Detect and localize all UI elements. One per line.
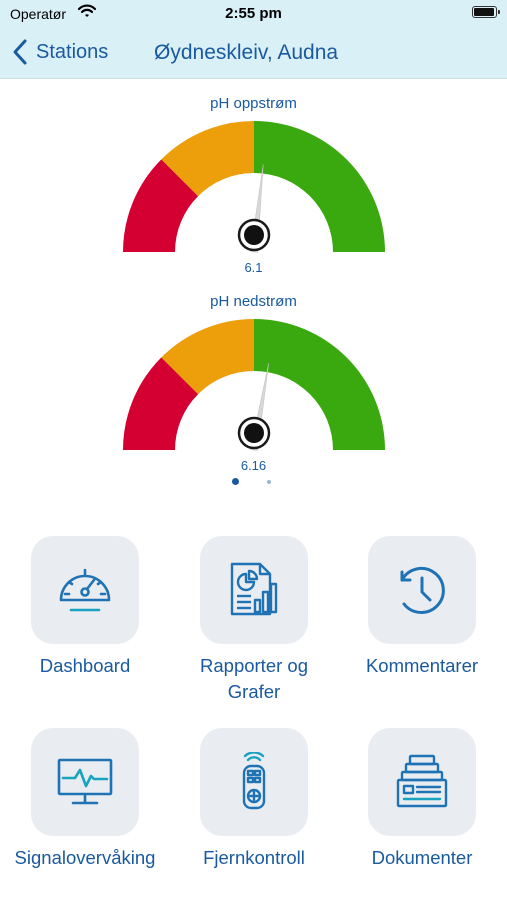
documents-icon [396, 754, 448, 808]
gauge-segment [123, 357, 199, 450]
gauge-value: 6.16 [240, 458, 267, 473]
reports-graphs-button[interactable]: Rapporter og Grafer [169, 536, 339, 705]
documents-button[interactable]: Dokumenter [337, 728, 507, 871]
page-dot[interactable] [267, 480, 271, 484]
carrier-label: Operatør [10, 6, 67, 22]
gauge-dial [123, 319, 385, 451]
gauge-segment [254, 121, 385, 252]
gauge-hub-center [244, 225, 264, 245]
gauge-hub-center [244, 423, 264, 443]
page-indicator[interactable] [0, 477, 507, 487]
signal-monitoring-tile [31, 728, 139, 836]
remote-control-label: Fjernkontroll [203, 847, 305, 868]
back-label: Stations [36, 40, 109, 63]
comments-label: Kommentarer [365, 655, 479, 676]
back-button[interactable]: Stations [10, 38, 108, 66]
gauge-title: pH oppstrøm [210, 95, 297, 112]
remote-control-tile [200, 728, 308, 836]
gauge-segment [161, 121, 254, 197]
documents-label: Dokumenter [371, 847, 473, 868]
dashboard-tile [31, 536, 139, 644]
gauge-title: pH nedstrøm [210, 293, 297, 310]
gauge-value: 6.1 [244, 260, 263, 275]
battery-level [474, 8, 494, 16]
status-time: 2:55 pm [225, 5, 282, 22]
monitor-signal-icon [57, 758, 113, 805]
reports-graphs-label: Rapporter og Grafer [200, 655, 308, 702]
chevron-left-icon [13, 39, 27, 65]
status-bar: Operatør 2:55 pm [0, 0, 507, 28]
speedometer-icon [59, 568, 111, 612]
signal-monitoring-button[interactable]: Signalovervåking [0, 728, 170, 871]
dashboard-button[interactable]: Dashboard [0, 536, 170, 679]
documents-tile [368, 728, 476, 836]
page-title: Øydneskleiv, Audna [154, 41, 339, 64]
reports-graphs-tile [200, 536, 308, 644]
page-dot[interactable] [232, 478, 239, 485]
dashboard-label: Dashboard [39, 655, 131, 676]
gauge-dial [123, 121, 385, 253]
comments-button[interactable]: Kommentarer [337, 536, 507, 679]
comments-tile [368, 536, 476, 644]
remote-control-button[interactable]: Fjernkontroll [169, 728, 339, 871]
signal-monitoring-label: Signalovervåking [14, 847, 156, 868]
gauge-segment [161, 319, 254, 395]
battery-icon [472, 6, 500, 18]
gauge-segment [123, 159, 199, 252]
wifi-icon [78, 4, 96, 17]
history-clock-icon [400, 566, 445, 614]
navigation-bar: Stations Øydneskleiv, Audna [0, 28, 507, 79]
gauge-segment [254, 319, 385, 450]
report-chart-icon [230, 562, 278, 616]
remote-control-icon [242, 752, 266, 810]
